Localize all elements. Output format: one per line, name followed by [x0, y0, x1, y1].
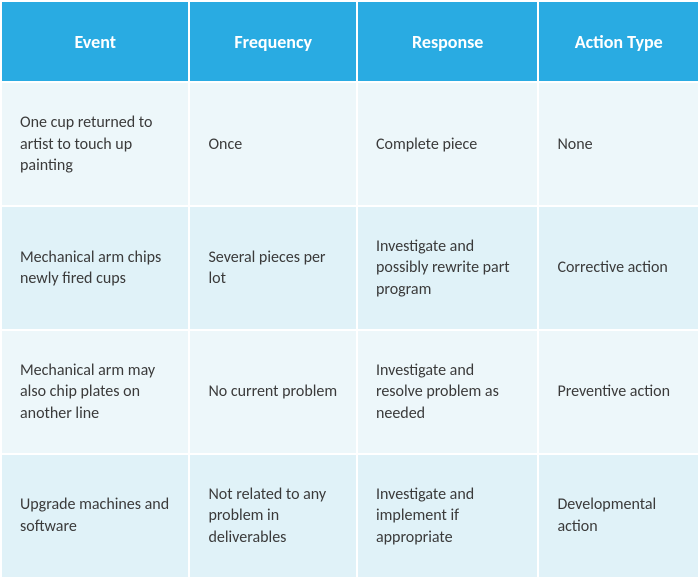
cell-response: Investigate and possibly rewrite part pr… [357, 206, 538, 330]
cell-response: Investigate and resolve problem as neede… [357, 330, 538, 454]
cell-event: One cup returned to artist to touch up p… [1, 82, 189, 206]
cell-response: Complete piece [357, 82, 538, 206]
cell-response: Investigate and implement if appropriate [357, 454, 538, 578]
cell-frequency: Once [189, 82, 357, 206]
cell-frequency: No current problem [189, 330, 357, 454]
cell-event: Mechanical arm may also chip plates on a… [1, 330, 189, 454]
col-header-event: Event [1, 1, 189, 82]
cell-action-type: Developmental action [538, 454, 699, 578]
cell-event: Upgrade machines and software [1, 454, 189, 578]
table-row: Mechanical arm may also chip plates on a… [1, 330, 699, 454]
cell-event: Mechanical arm chips newly fired cups [1, 206, 189, 330]
cell-action-type: Preventive action [538, 330, 699, 454]
col-header-frequency: Frequency [189, 1, 357, 82]
col-header-response: Response [357, 1, 538, 82]
cell-action-type: Corrective action [538, 206, 699, 330]
table-row: Mechanical arm chips newly fired cups Se… [1, 206, 699, 330]
table-header-row: Event Frequency Response Action Type [1, 1, 699, 82]
capa-table: Event Frequency Response Action Type One… [0, 0, 700, 579]
cell-action-type: None [538, 82, 699, 206]
table-row: One cup returned to artist to touch up p… [1, 82, 699, 206]
cell-frequency: Not related to any problem in deliverabl… [189, 454, 357, 578]
table-row: Upgrade machines and software Not relate… [1, 454, 699, 578]
cell-frequency: Several pieces per lot [189, 206, 357, 330]
col-header-action-type: Action Type [538, 1, 699, 82]
